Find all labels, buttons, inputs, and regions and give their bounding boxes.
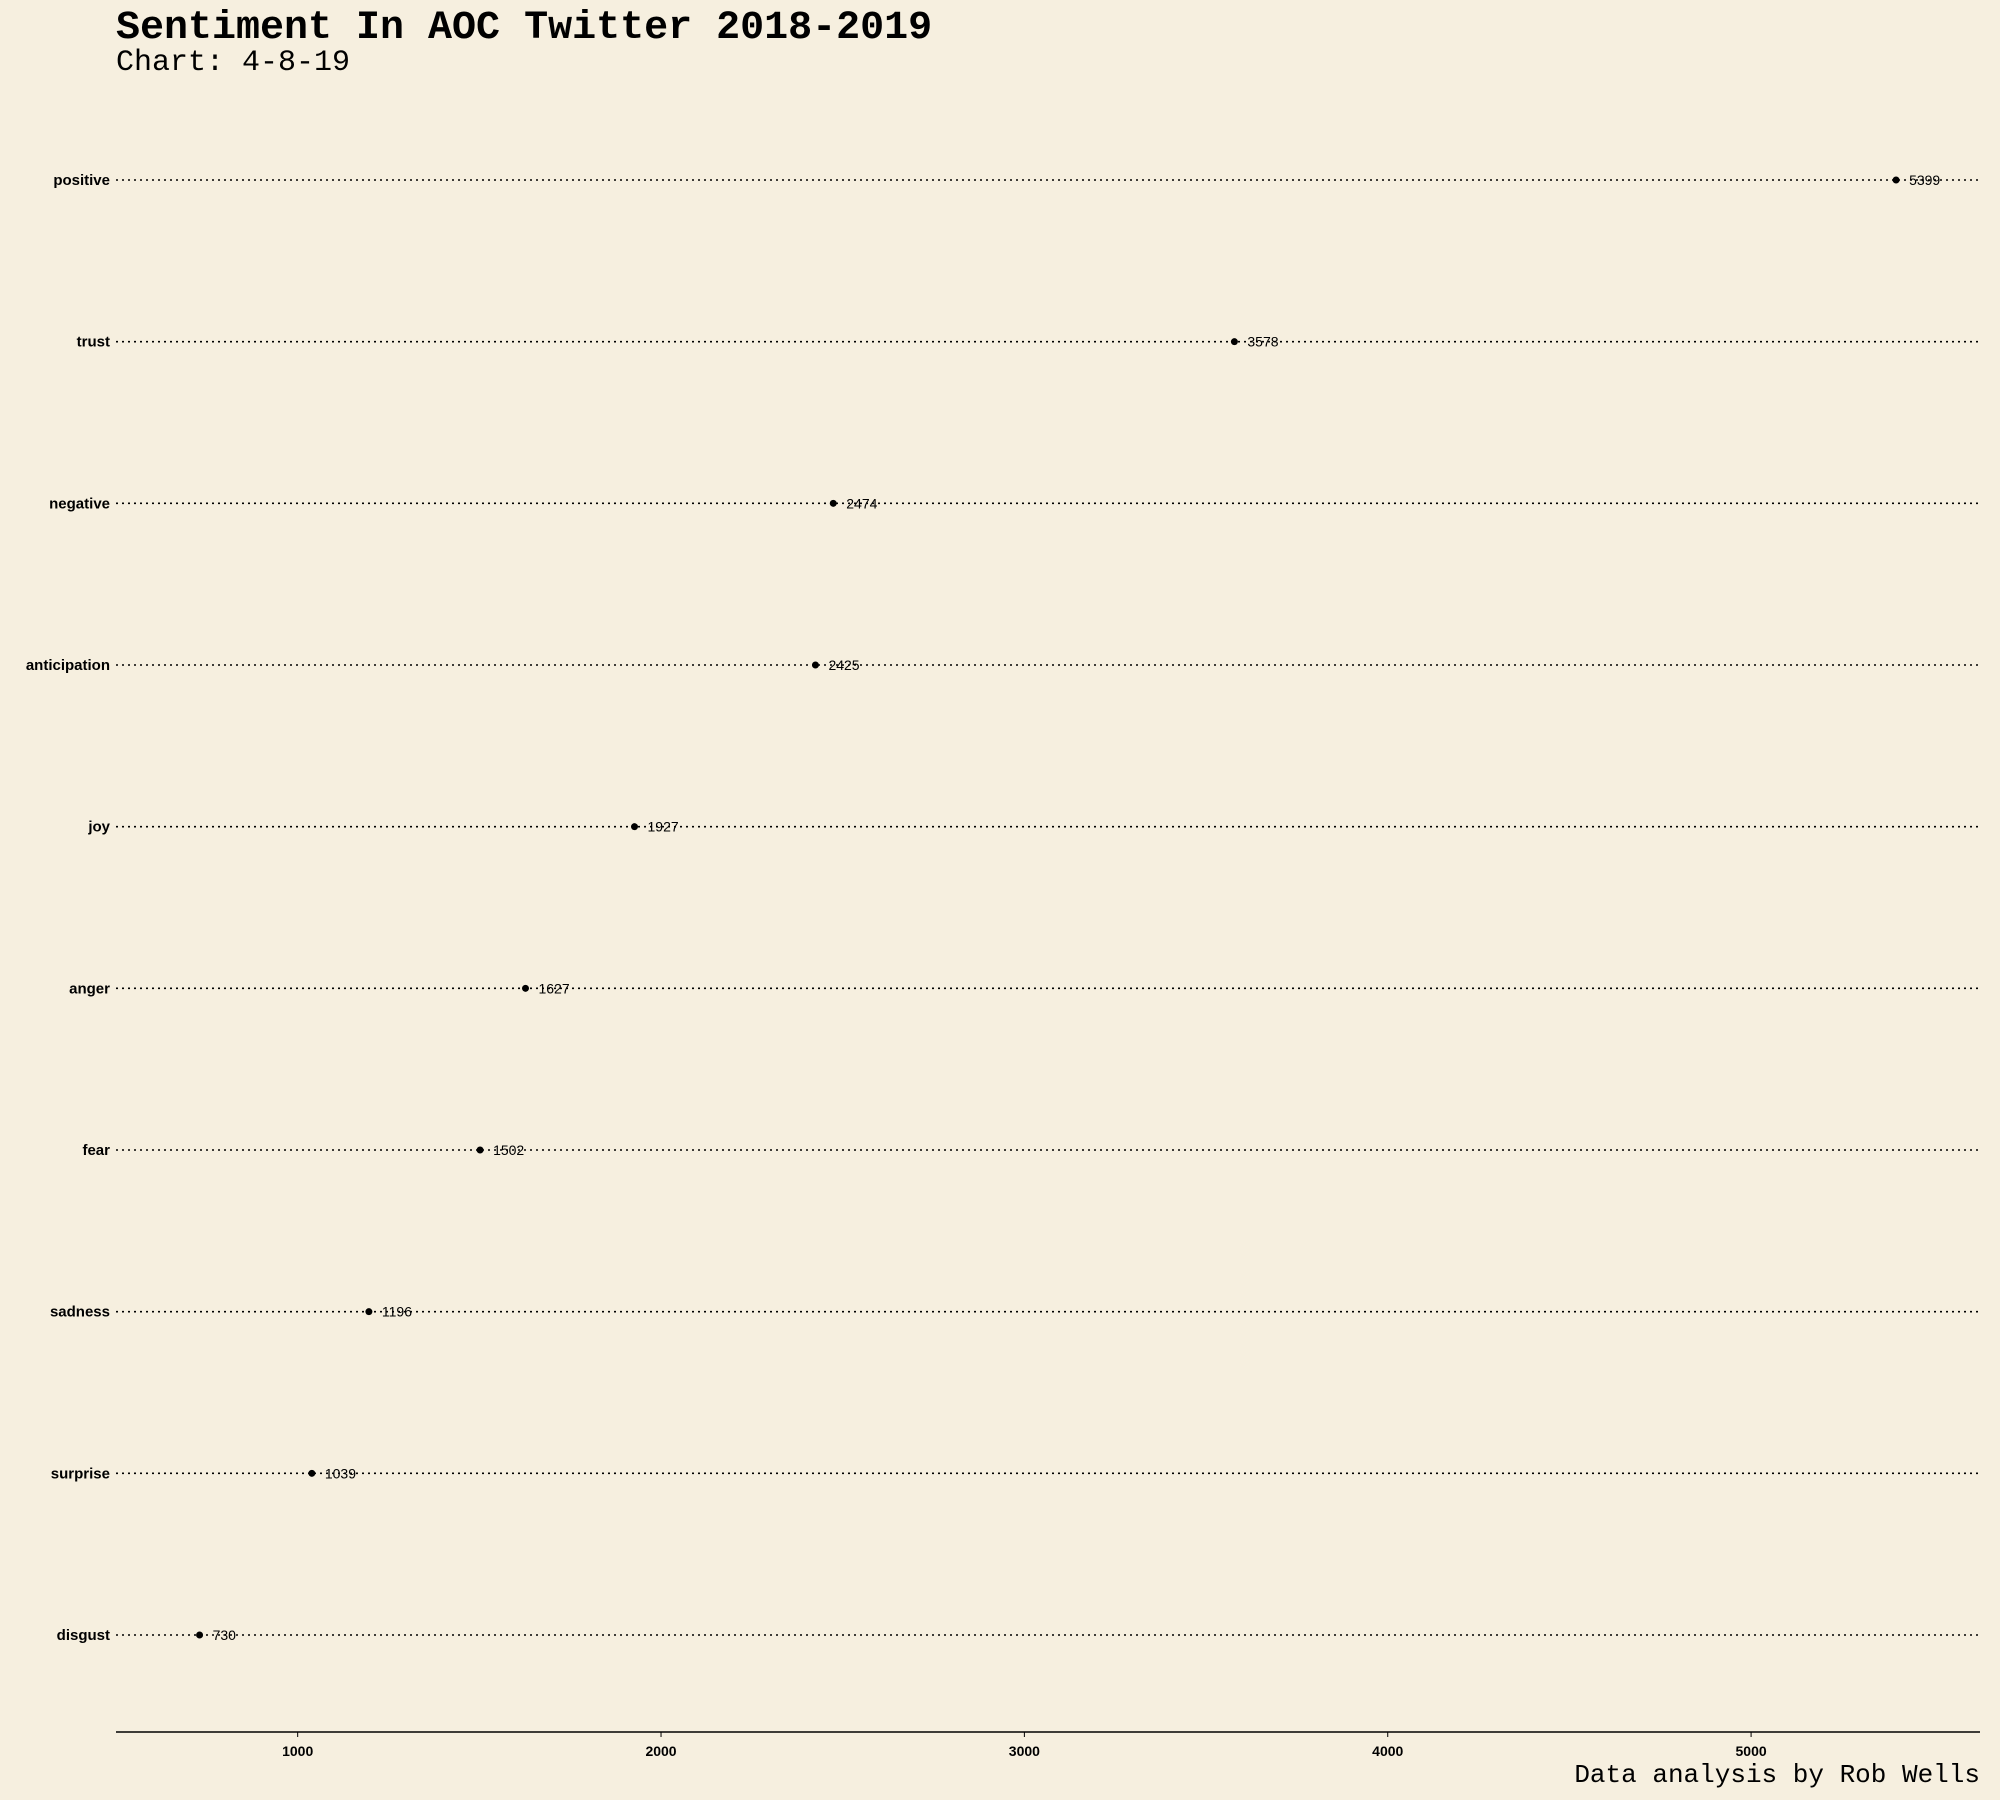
data-point: [365, 1308, 373, 1316]
x-tick-label: 1000: [282, 1743, 313, 1759]
chart-subtitle: Chart: 4-8-19: [116, 46, 351, 80]
value-label: 1927: [648, 819, 679, 835]
data-points: 5399 3578 2474 2425 1927 1627 1502 1196 1039 730: [196, 172, 1940, 1643]
chart-caption: Data analysis by Rob Wells: [1574, 1760, 1980, 1790]
x-axis: 1000 2000 3000 4000 5000: [116, 1731, 1980, 1759]
x-tick-label: 4000: [1372, 1743, 1403, 1759]
x-tick-label: 2000: [645, 1743, 676, 1759]
data-point: [308, 1469, 316, 1477]
x-tick-label: 5000: [1736, 1743, 1767, 1759]
value-label: 1502: [493, 1142, 524, 1158]
category-label: disgust: [57, 1627, 110, 1644]
value-label: 1039: [325, 1465, 356, 1481]
data-point: [196, 1631, 204, 1639]
value-label: 3578: [1247, 334, 1278, 350]
value-label: 1196: [382, 1304, 412, 1320]
category-label: anger: [69, 980, 110, 997]
value-label: 5399: [1909, 172, 1940, 188]
data-point: [829, 499, 837, 507]
category-label: positive: [53, 172, 110, 189]
category-label: negative: [49, 495, 110, 512]
category-label: sadness: [50, 1304, 110, 1321]
data-point: [521, 984, 529, 992]
category-labels: positive trust negative anticipation joy ange…: [26, 172, 111, 1644]
value-label: 2425: [828, 657, 859, 673]
category-label: anticipation: [26, 657, 110, 674]
category-label: trust: [77, 334, 110, 351]
data-point: [631, 823, 639, 831]
gridlines: [116, 179, 1980, 1636]
category-label: fear: [82, 1142, 110, 1159]
category-label: surprise: [51, 1465, 110, 1482]
x-tick-label: 3000: [1009, 1743, 1040, 1759]
value-label: 1627: [538, 980, 569, 996]
data-point: [811, 661, 819, 669]
category-label: joy: [87, 819, 110, 836]
data-point: [1230, 338, 1238, 346]
chart-title: Sentiment In AOC Twitter 2018-2019: [116, 6, 933, 51]
value-label: 2474: [846, 495, 877, 511]
data-point: [476, 1146, 484, 1154]
value-label: 730: [213, 1627, 237, 1643]
data-point: [1892, 176, 1900, 184]
